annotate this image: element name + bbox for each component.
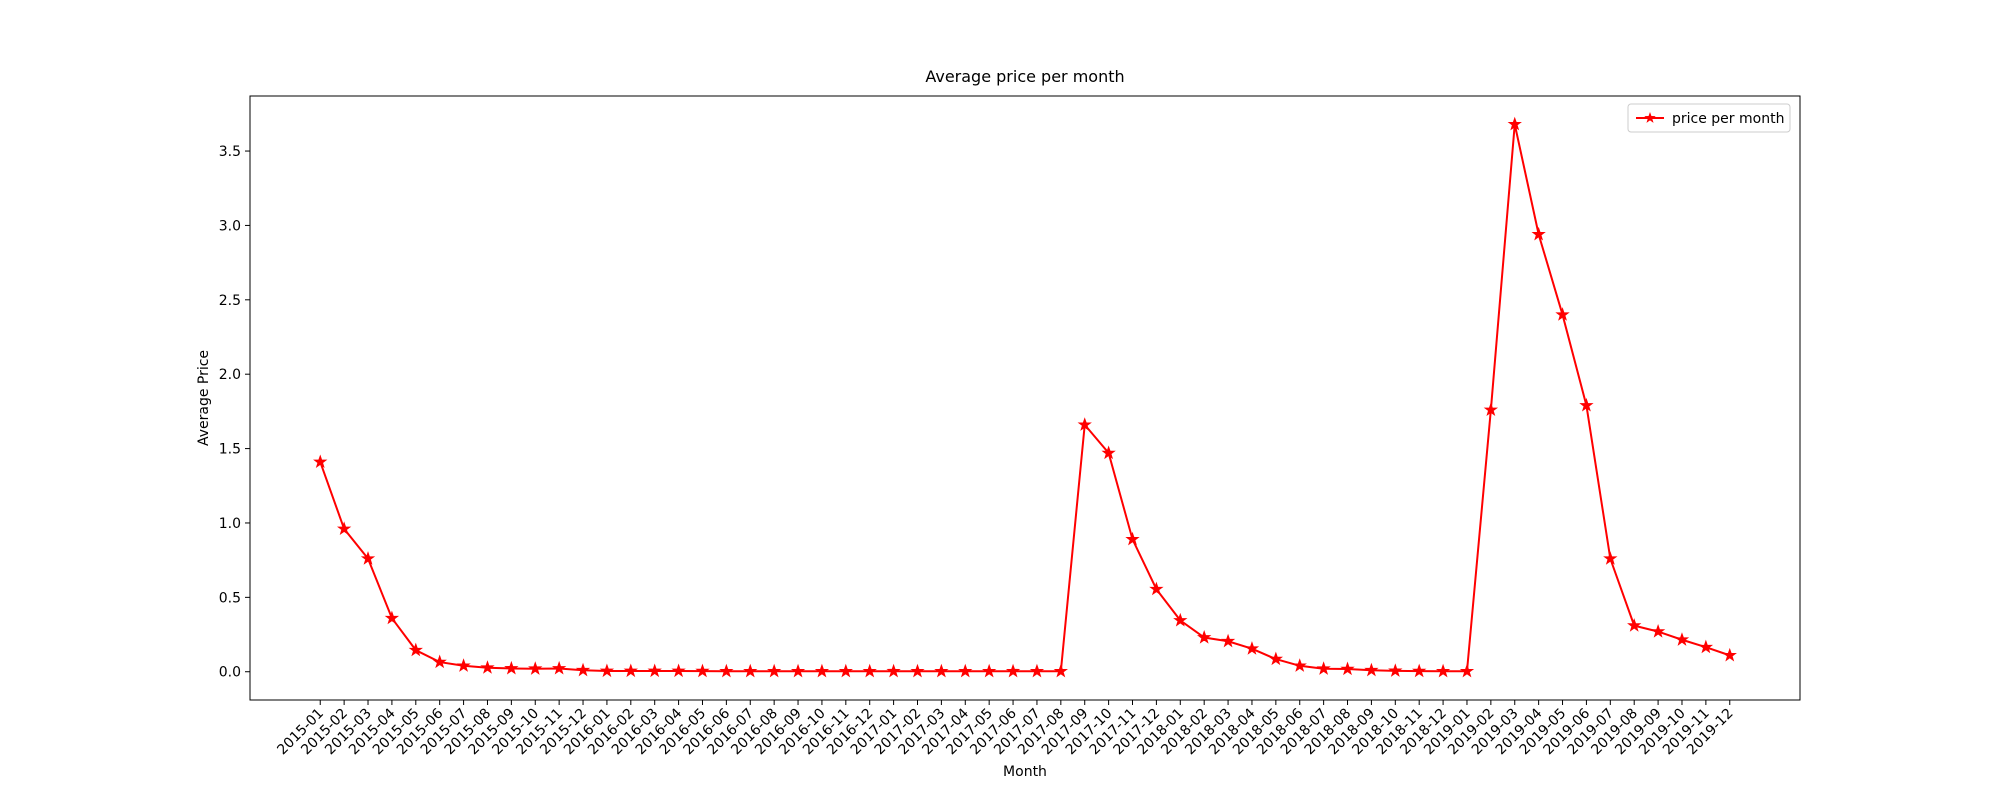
legend-label: price per month	[1672, 111, 1784, 127]
point-marker	[1650, 624, 1666, 638]
point-marker	[313, 454, 328, 469]
point-marker	[743, 663, 758, 678]
point-marker	[790, 663, 806, 678]
point-marker	[1698, 639, 1714, 654]
point-marker	[1125, 531, 1140, 546]
point-marker	[1412, 663, 1427, 678]
y-tick-label: 0.0	[219, 665, 241, 681]
y-tick-label: 1.5	[219, 442, 241, 458]
point-marker	[528, 661, 543, 675]
point-marker	[384, 610, 400, 625]
point-marker	[1244, 641, 1260, 655]
point-marker	[432, 654, 447, 669]
point-marker	[1149, 581, 1164, 596]
legend-marker	[1644, 112, 1656, 123]
point-marker	[1627, 618, 1642, 632]
point-marker	[360, 551, 376, 565]
chart-title: Average price per month	[925, 67, 1124, 86]
point-marker	[910, 663, 925, 678]
point-marker	[1101, 445, 1116, 460]
point-marker	[336, 521, 352, 536]
point-marker	[1268, 651, 1283, 666]
point-marker	[551, 660, 567, 675]
y-axis-label: Average Price	[196, 350, 212, 446]
point-marker	[1507, 116, 1522, 131]
point-marker	[504, 660, 519, 675]
series-line	[319, 124, 1731, 673]
point-marker	[647, 663, 662, 678]
point-marker	[719, 663, 734, 678]
y-tick-label: 3.5	[219, 144, 241, 160]
point-marker	[1722, 647, 1737, 662]
point-marker	[1316, 661, 1331, 675]
point-marker	[1579, 397, 1594, 412]
point-marker	[1197, 629, 1212, 644]
point-marker	[1603, 551, 1618, 565]
point-marker	[599, 663, 615, 678]
y-tick-label: 3.0	[219, 218, 241, 234]
point-marker	[862, 663, 877, 678]
point-marker	[958, 663, 973, 678]
point-marker	[1053, 663, 1068, 678]
point-marker	[1435, 663, 1451, 678]
point-marker	[1555, 307, 1570, 321]
plot-frame	[249, 95, 1801, 701]
point-marker	[1531, 226, 1546, 241]
point-marker	[1173, 612, 1188, 627]
point-marker	[623, 663, 638, 678]
y-tick-label: 2.5	[219, 293, 241, 309]
point-marker	[1292, 658, 1307, 672]
point-marker	[838, 663, 853, 678]
point-marker	[814, 663, 830, 678]
point-marker	[1388, 663, 1403, 677]
y-tick-label: 1.0	[219, 516, 241, 532]
point-marker	[1220, 633, 1236, 648]
point-marker	[1340, 661, 1355, 676]
point-marker	[1674, 632, 1690, 646]
point-marker	[1459, 663, 1475, 678]
point-marker	[982, 663, 997, 678]
point-marker	[886, 663, 901, 678]
point-marker	[695, 663, 710, 678]
point-marker	[671, 663, 686, 678]
point-marker	[1005, 663, 1021, 678]
point-marker	[408, 642, 423, 657]
point-marker	[575, 662, 591, 677]
point-marker	[456, 658, 471, 672]
y-tick-label: 2.0	[219, 367, 241, 383]
point-marker	[1029, 663, 1045, 678]
point-marker	[480, 660, 495, 674]
point-marker	[1364, 662, 1379, 677]
y-tick-label: 0.5	[219, 590, 241, 606]
x-axis-label: Month	[1003, 764, 1047, 780]
legend-box	[1627, 103, 1791, 133]
point-marker	[1483, 402, 1499, 416]
point-marker	[1077, 417, 1092, 431]
point-marker	[767, 663, 782, 678]
point-marker	[934, 663, 949, 678]
